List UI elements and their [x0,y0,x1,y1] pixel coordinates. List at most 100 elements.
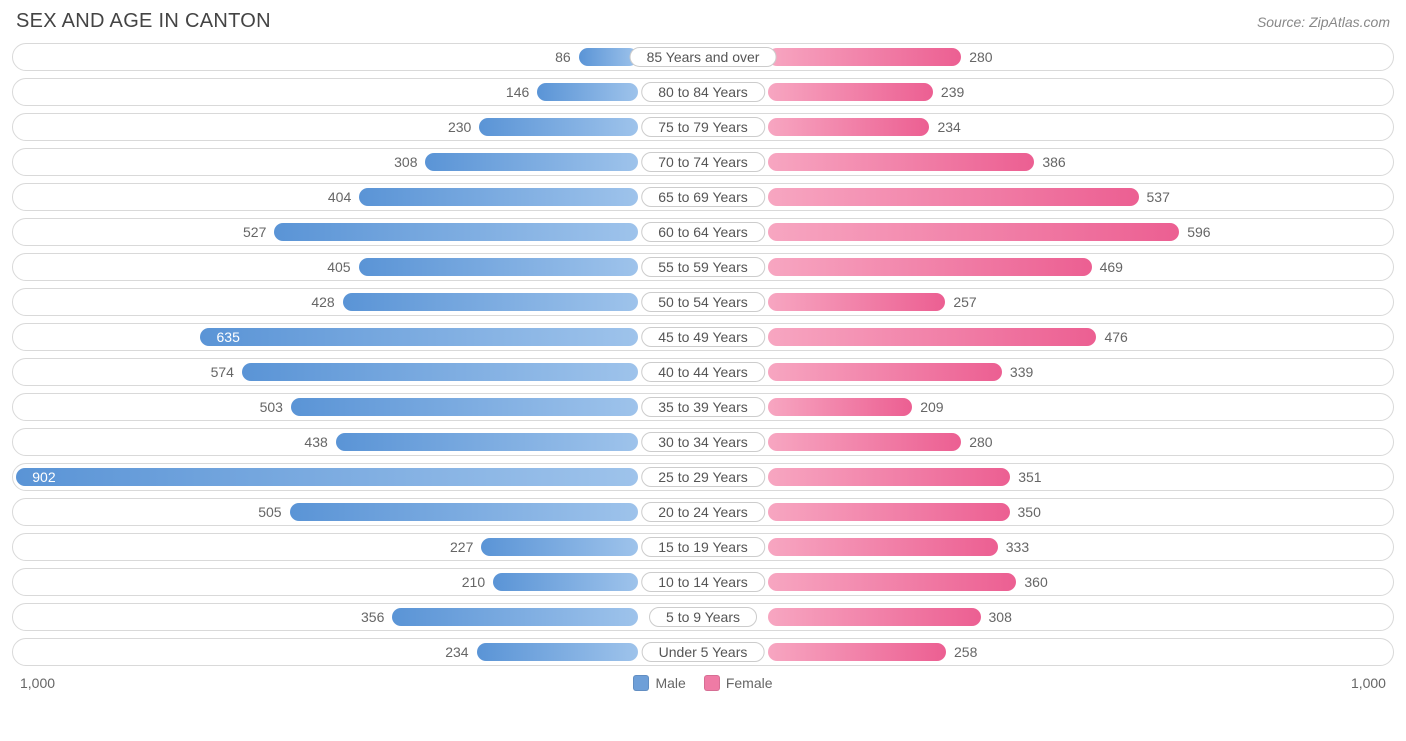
chart-title: SEX AND AGE IN CANTON [16,10,271,33]
male-value: 405 [327,254,350,280]
table-row: 23023475 to 79 Years [12,113,1394,141]
female-value: 234 [937,114,960,140]
age-label: Under 5 Years [642,642,765,662]
male-bar [274,223,638,241]
female-value: 280 [969,429,992,455]
male-value: 635 [217,324,240,350]
female-value: 476 [1104,324,1127,350]
male-value: 438 [304,429,327,455]
pyramid-chart: 8628085 Years and over14623980 to 84 Yea… [12,43,1394,666]
female-bar [768,538,998,556]
male-swatch-icon [633,675,649,691]
female-value: 258 [954,639,977,665]
male-value: 428 [311,289,334,315]
female-bar [768,573,1016,591]
male-bar [425,153,638,171]
table-row: 635 476 45 to 49 Years [12,323,1394,351]
female-value: 280 [969,44,992,70]
male-bar [479,118,638,136]
age-label: 25 to 29 Years [641,467,765,487]
table-row: 503 209 35 to 39 Years [12,393,1394,421]
male-bar [242,363,638,381]
male-value: 86 [555,44,571,70]
table-row: 22733315 to 19 Years [12,533,1394,561]
female-bar [768,398,912,416]
female-bar [768,188,1139,206]
age-label: 40 to 44 Years [641,362,765,382]
age-label: 35 to 39 Years [641,397,765,417]
male-value: 308 [394,149,417,175]
female-value: 308 [989,604,1012,630]
female-value: 257 [953,289,976,315]
age-label: 20 to 24 Years [641,502,765,522]
age-label: 85 Years and over [630,47,777,67]
female-value: 209 [920,394,943,420]
male-bar [392,608,638,626]
table-row: 86 280 85 Years and over [12,43,1394,71]
age-label: 50 to 54 Years [641,292,765,312]
age-label: 55 to 59 Years [641,257,765,277]
female-bar [768,153,1034,171]
female-value: 350 [1018,499,1041,525]
female-value: 339 [1010,359,1033,385]
male-bar [537,83,638,101]
female-bar [768,433,961,451]
male-bar [477,643,638,661]
age-label: 10 to 14 Years [641,572,765,592]
male-bar [16,468,638,486]
age-label: 30 to 34 Years [641,432,765,452]
table-row: 52759660 to 64 Years [12,218,1394,246]
age-label: 60 to 64 Years [641,222,765,242]
male-value: 210 [462,569,485,595]
male-value: 505 [258,499,281,525]
female-bar [768,118,929,136]
female-bar [768,83,933,101]
male-value: 234 [445,639,468,665]
male-bar [359,258,638,276]
table-row: 574 339 40 to 44 Years [12,358,1394,386]
table-row: 902 351 25 to 29 Years [12,463,1394,491]
age-label: 5 to 9 Years [649,607,757,627]
female-bar [768,363,1002,381]
age-label: 65 to 69 Years [641,187,765,207]
male-value: 574 [211,359,234,385]
male-value: 902 [32,464,55,490]
female-bar [768,293,945,311]
axis-row: 1,000 Male Female 1,000 [12,673,1394,691]
female-bar [768,608,981,626]
male-value: 527 [243,219,266,245]
female-value: 239 [941,79,964,105]
legend-male: Male [633,675,685,691]
table-row: 21036010 to 14 Years [12,568,1394,596]
legend-female: Female [704,675,773,691]
male-bar [481,538,638,556]
male-bar [336,433,638,451]
table-row: 30838670 to 74 Years [12,148,1394,176]
legend-female-label: Female [726,675,773,691]
male-value: 404 [328,184,351,210]
age-label: 75 to 79 Years [641,117,765,137]
table-row: 404 537 65 to 69 Years [12,183,1394,211]
female-value: 351 [1018,464,1041,490]
female-value: 537 [1147,184,1170,210]
table-row: 428 257 50 to 54 Years [12,288,1394,316]
male-bar [359,188,638,206]
table-row: 356 308 5 to 9 Years [12,603,1394,631]
table-row: 505 350 20 to 24 Years [12,498,1394,526]
male-value: 503 [260,394,283,420]
female-value: 386 [1042,149,1065,175]
male-bar [343,293,638,311]
female-bar [768,258,1092,276]
male-value: 356 [361,604,384,630]
age-label: 15 to 19 Years [641,537,765,557]
legend: Male Female [633,675,772,691]
chart-source: Source: ZipAtlas.com [1257,14,1390,30]
female-value: 333 [1006,534,1029,560]
table-row: 234 258 Under 5 Years [12,638,1394,666]
female-bar [768,643,946,661]
axis-right-label: 1,000 [1351,675,1386,691]
female-bar [768,468,1010,486]
male-bar [290,503,638,521]
age-label: 45 to 49 Years [641,327,765,347]
table-row: 438 280 30 to 34 Years [12,428,1394,456]
